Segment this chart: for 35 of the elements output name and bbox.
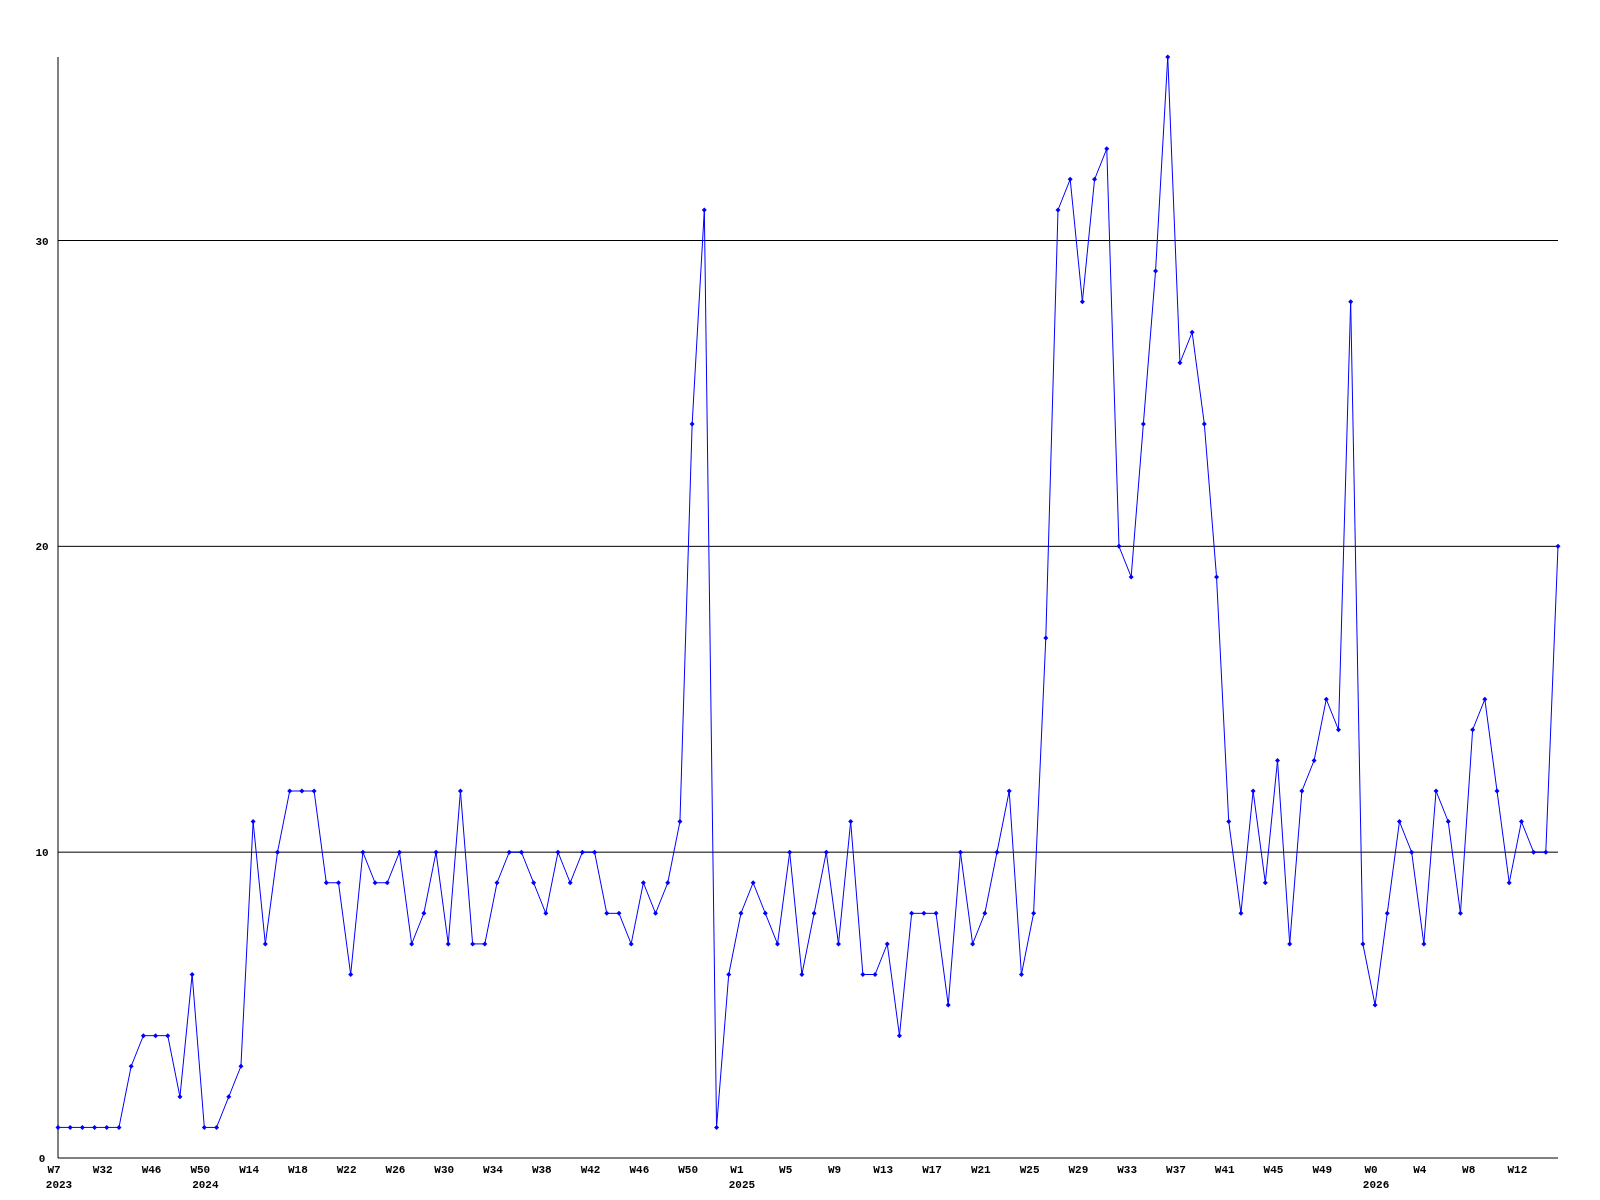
y-tick-label: 30 [35, 235, 49, 248]
x-tick-label: W4 [1413, 1164, 1427, 1176]
x-tick-label: W29 [1068, 1164, 1089, 1176]
x-tick-label: W1 2025 [728, 1164, 756, 1191]
x-tick-label: W14 [239, 1164, 260, 1176]
x-tick-label: W45 [1263, 1164, 1284, 1176]
x-tick-label: W41 [1214, 1164, 1236, 1176]
x-tick-label: W12 [1507, 1164, 1528, 1176]
x-tick-label: W26 [385, 1164, 406, 1176]
x-tick-label: W50 [678, 1164, 699, 1176]
x-tick-label: W13 [873, 1164, 894, 1176]
x-tick-label: W25 [1019, 1164, 1040, 1176]
x-tick-label: W7 2023 [45, 1164, 73, 1191]
x-tick-label: W49 [1312, 1164, 1333, 1176]
x-tick-label: W46 [141, 1164, 162, 1176]
x-tick-label: W32 [92, 1164, 113, 1176]
y-tick-label: 20 [35, 541, 49, 554]
x-tick-label: W50 2024 [190, 1164, 219, 1191]
x-tick-label: W5 [779, 1164, 793, 1176]
x-tick-label: W17 [922, 1164, 942, 1176]
x-tick-label: W21 [970, 1164, 992, 1176]
x-tick-label: W9 [827, 1164, 842, 1176]
x-tick-label: W22 [336, 1164, 357, 1176]
y-tick-label: 0 [38, 1153, 46, 1165]
x-tick-label: W0 2026 [1362, 1164, 1390, 1191]
x-tick-label: W8 [1462, 1164, 1476, 1176]
x-tick-label: W30 [434, 1164, 455, 1176]
x-tick-label: W37 [1166, 1164, 1186, 1176]
x-tick-label: W38 [531, 1164, 553, 1176]
x-tick-label: W34 [483, 1164, 504, 1176]
x-tick-label: W18 [288, 1164, 309, 1176]
x-tick-label: W46 [629, 1164, 650, 1176]
x-tick-label: W42 [580, 1164, 601, 1176]
x-tick-label: W33 [1117, 1164, 1138, 1176]
y-tick-label: 10 [35, 847, 49, 860]
